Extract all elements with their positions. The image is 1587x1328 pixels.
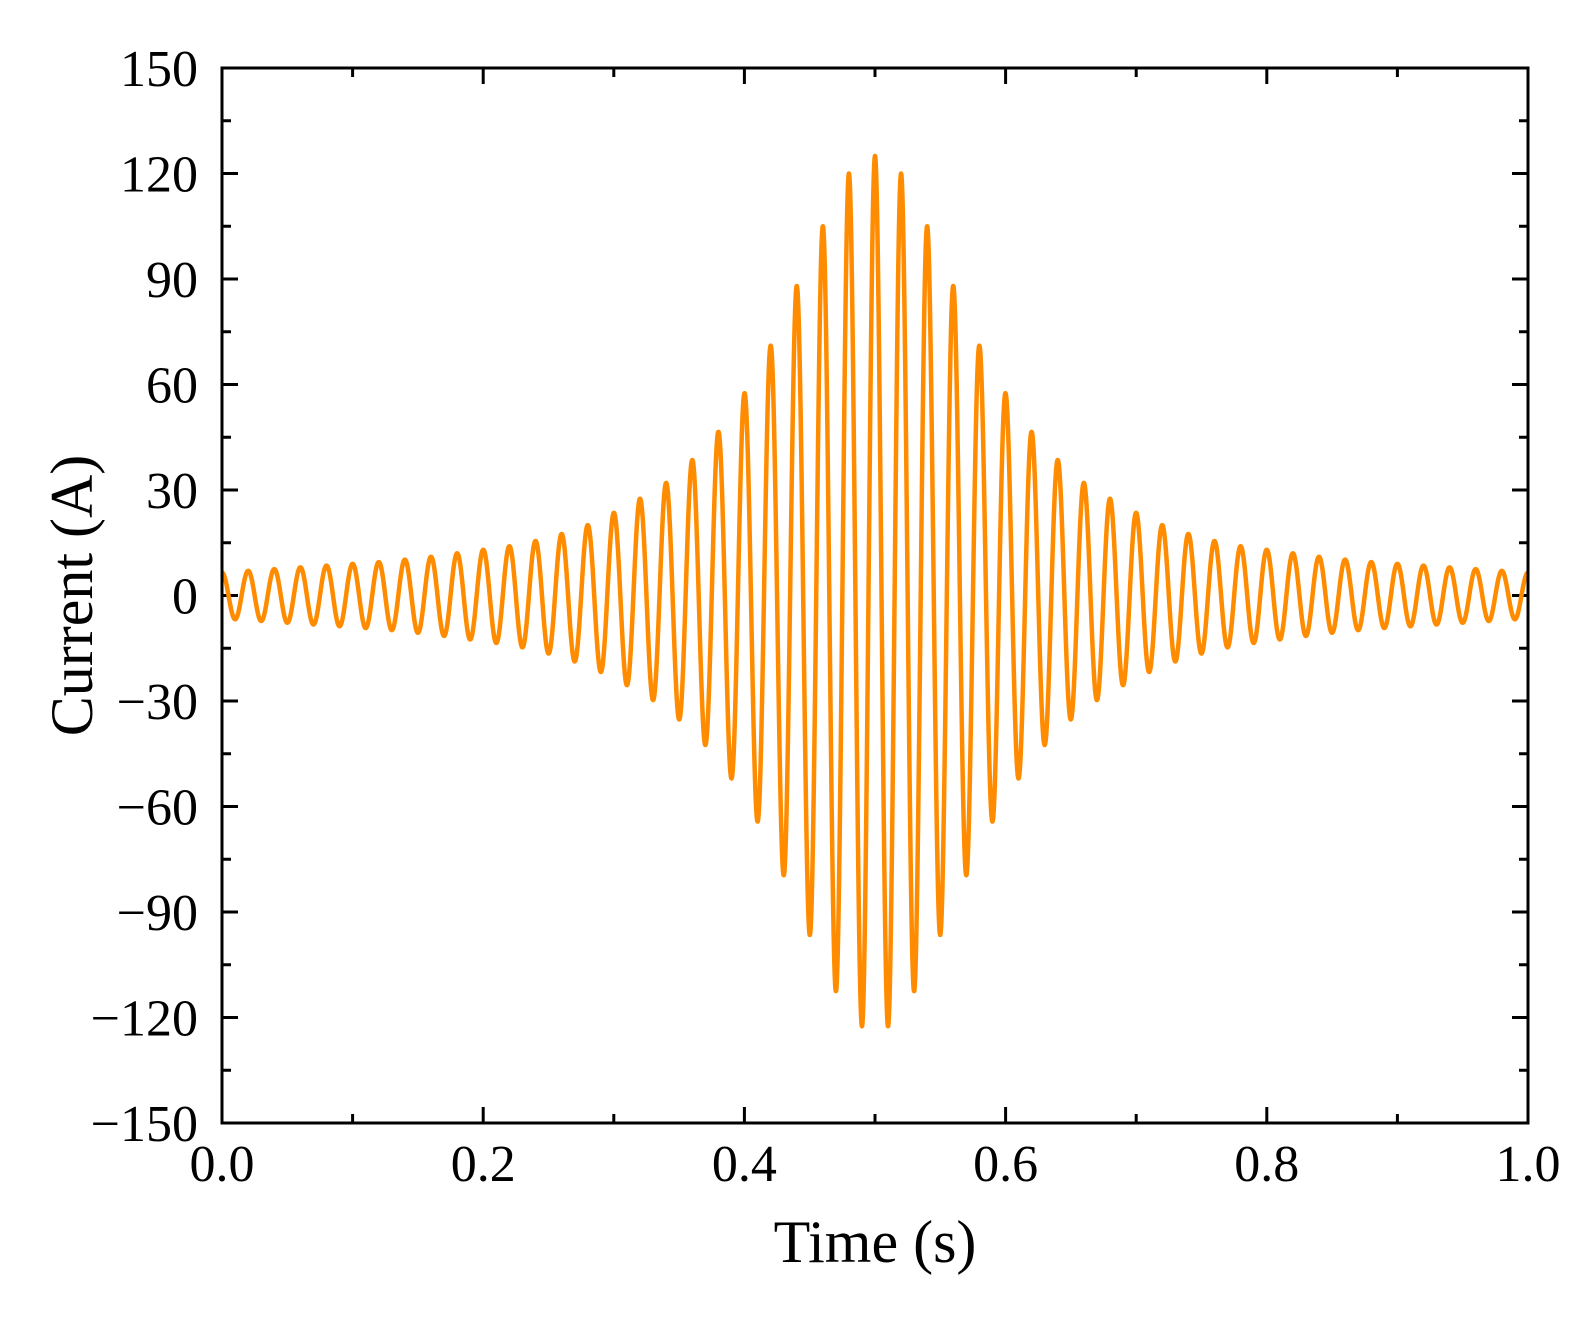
- x-tick-label: 1.0: [1496, 1136, 1561, 1193]
- axis-ticks: [220, 66, 1530, 1125]
- plot-area-frame: [220, 66, 1530, 1125]
- y-tick-label: 30: [146, 463, 198, 520]
- x-tick-label: 0.6: [973, 1136, 1038, 1193]
- x-tick-label: 0.0: [190, 1136, 255, 1193]
- x-tick-label: 0.4: [712, 1136, 777, 1193]
- y-tick-label: 150: [120, 41, 198, 98]
- y-tick-label: 120: [120, 147, 198, 204]
- y-tick-label: 0: [172, 569, 198, 626]
- y-tick-label: −60: [117, 780, 198, 837]
- x-tick-label: 0.8: [1234, 1136, 1299, 1193]
- tick-labels: 0.0 0.2 0.4 0.6 0.8 1.0 −150 −120 −90 −60 −30 0 30 60…: [91, 41, 1561, 1193]
- y-tick-label: 90: [146, 252, 198, 309]
- y-tick-label: −150: [91, 1096, 198, 1153]
- x-axis-title: Time (s): [774, 1209, 977, 1275]
- series-line: [219, 153, 1531, 1029]
- y-tick-label: −30: [117, 674, 198, 731]
- x-tick-label: 0.2: [451, 1136, 516, 1193]
- y-axis-title: Current (A): [39, 455, 105, 737]
- y-tick-label: −120: [91, 991, 198, 1048]
- y-tick-label: 60: [146, 358, 198, 415]
- y-tick-label: −90: [117, 885, 198, 942]
